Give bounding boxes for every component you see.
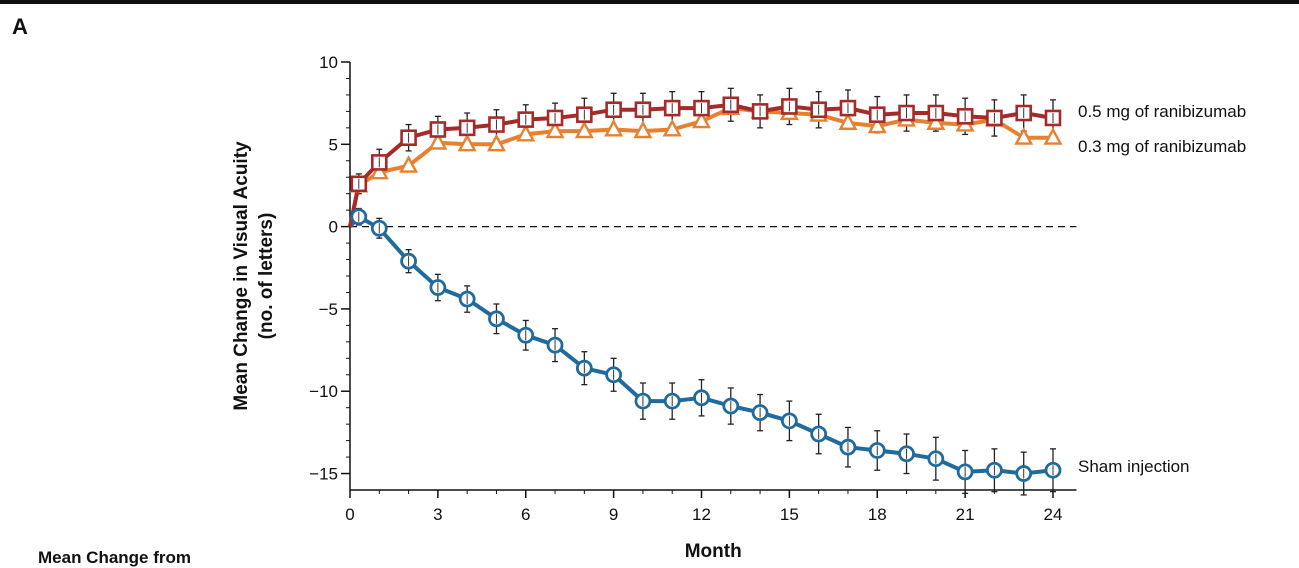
y-tick-label: 10 [319, 53, 338, 72]
y-tick-label: −15 [309, 465, 338, 484]
data-point-triangle [1043, 127, 1063, 145]
series-label: 0.3 mg of ranibizumab [1078, 137, 1246, 156]
series-label: 0.5 mg of ranibizumab [1078, 102, 1246, 121]
x-axis-title: Month [685, 541, 742, 562]
y-axis-title-line1: Mean Change in Visual Acuity [231, 141, 252, 411]
data-point-triangle [486, 133, 506, 152]
x-tick-label: 24 [1044, 505, 1063, 524]
series-label: Sham injection [1078, 457, 1190, 476]
panel-letter: A [12, 14, 28, 39]
y-tick-label: 0 [329, 218, 338, 237]
data-point-triangle [428, 132, 448, 150]
data-point-triangle [691, 110, 712, 129]
x-tick-label: 12 [692, 505, 711, 524]
x-tick-label: 15 [780, 505, 799, 524]
series-markers [349, 96, 1063, 482]
x-tick-label: 3 [433, 505, 442, 524]
data-point-triangle [516, 123, 536, 142]
x-tick-label: 21 [956, 505, 975, 524]
y-axis-title-line2: (no. of letters) [256, 213, 277, 340]
data-point-triangle [545, 120, 565, 139]
x-tick-label: 6 [521, 505, 530, 524]
x-tick-label: 9 [609, 505, 618, 524]
data-point-triangle [1014, 127, 1034, 145]
data-point-triangle [662, 118, 682, 137]
series-line [348, 214, 1054, 476]
data-point-triangle [926, 112, 946, 130]
y-tick-label: −5 [319, 300, 338, 319]
x-tick-label: 18 [868, 505, 887, 524]
data-point-triangle [604, 118, 624, 137]
data-point-triangle [633, 120, 653, 139]
data-point-triangle [867, 115, 887, 134]
data-point-triangle [574, 120, 594, 139]
labels: 0.5 mg of ranibizumab 0.3 mg of ranibizum… [1078, 102, 1246, 476]
top-rule [0, 0, 1299, 4]
data-point-triangle [457, 133, 477, 152]
data-point-triangle [838, 112, 858, 130]
series-lines [348, 102, 1054, 476]
x-tick-label: 0 [345, 505, 354, 524]
data-point-triangle [399, 155, 419, 173]
axes: 10 5 0 −5 −10 −15 0 3 6 9 12 15 18 21 24 Month Mean Chan… [231, 53, 1077, 562]
data-point-triangle [369, 161, 389, 180]
y-tick-label: −10 [309, 382, 338, 401]
y-tick-label: 5 [329, 135, 338, 154]
